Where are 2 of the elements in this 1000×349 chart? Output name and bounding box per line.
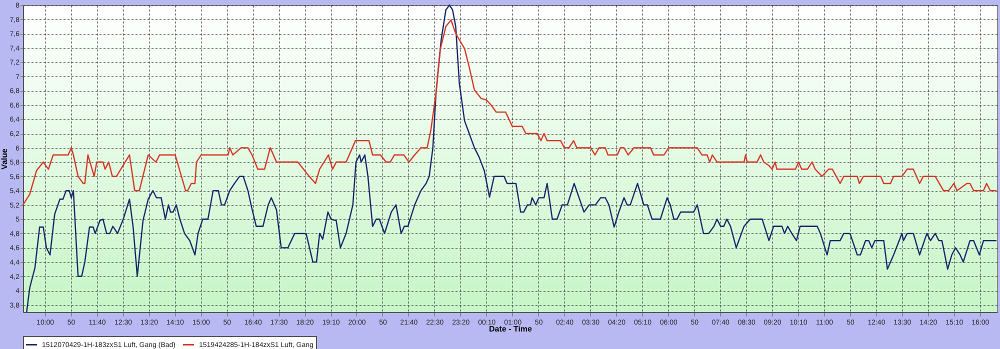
y-axis-title: Value: [0, 148, 9, 170]
x-axis-title: Date - Time: [489, 324, 533, 334]
